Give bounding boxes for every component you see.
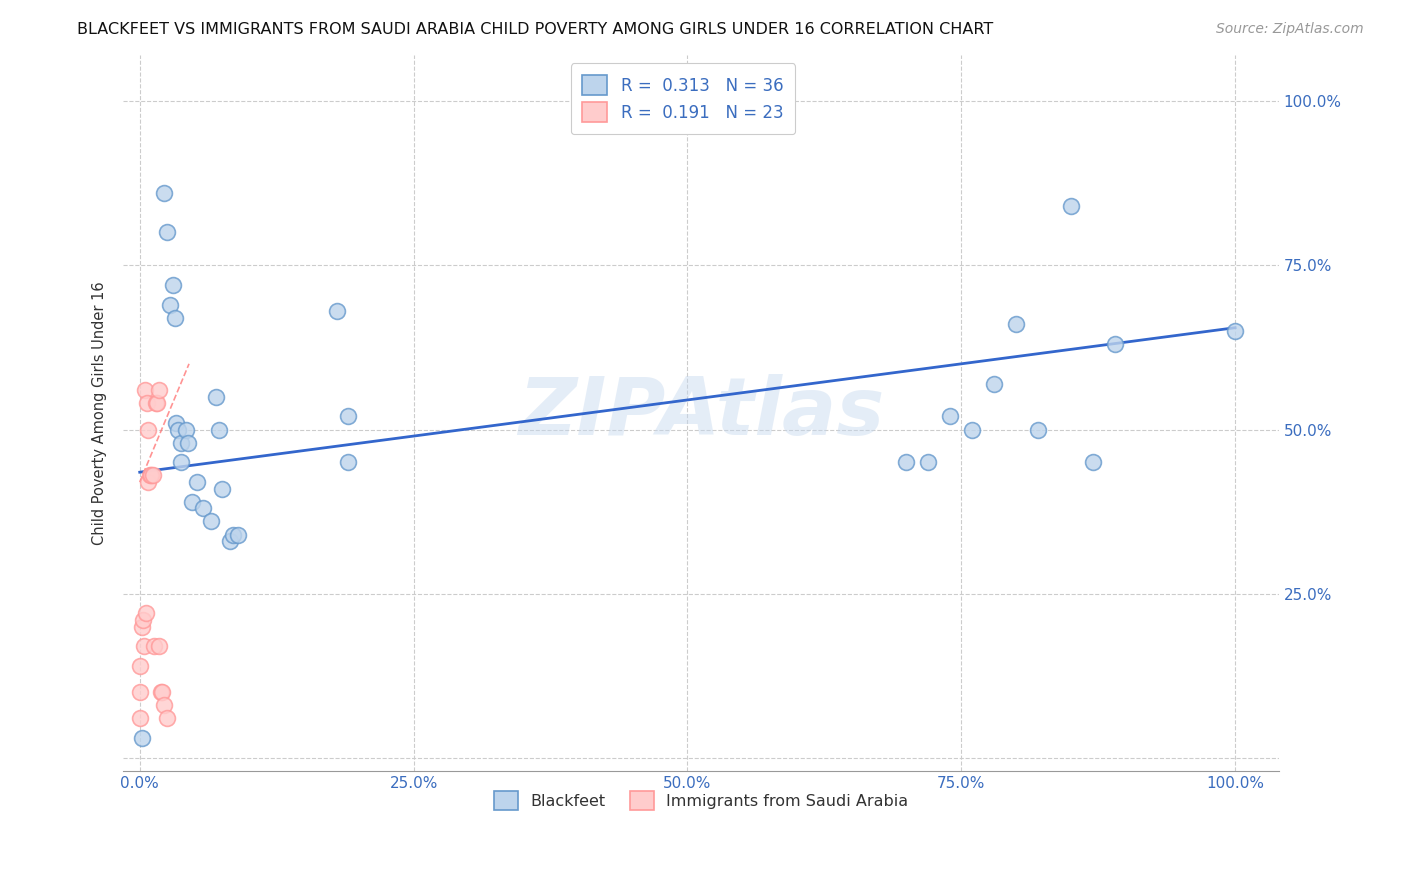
Point — [917, 455, 939, 469]
Point — [156, 711, 179, 725]
Point — [211, 482, 233, 496]
Text: Source: ZipAtlas.com: Source: ZipAtlas.com — [1216, 22, 1364, 37]
Point — [128, 711, 150, 725]
Point — [143, 639, 166, 653]
Point — [163, 310, 186, 325]
Point — [174, 423, 197, 437]
Point — [165, 416, 187, 430]
Point — [896, 455, 918, 469]
Point — [205, 390, 228, 404]
Point — [1223, 324, 1246, 338]
Point — [156, 226, 179, 240]
Point — [148, 639, 170, 653]
Point — [132, 639, 155, 653]
Point — [150, 685, 173, 699]
Point — [222, 527, 245, 541]
Point — [207, 423, 229, 437]
Point — [131, 731, 153, 746]
Point — [167, 423, 190, 437]
Point — [186, 475, 208, 489]
Point — [138, 423, 160, 437]
Point — [170, 435, 193, 450]
Point — [1081, 455, 1104, 469]
Point — [336, 455, 359, 469]
Point — [228, 527, 250, 541]
Point — [326, 304, 349, 318]
Point — [132, 613, 155, 627]
Point — [142, 468, 165, 483]
Point — [983, 376, 1005, 391]
Point — [159, 298, 181, 312]
Y-axis label: Child Poverty Among Girls Under 16: Child Poverty Among Girls Under 16 — [93, 281, 107, 545]
Point — [146, 396, 169, 410]
Point — [336, 409, 359, 424]
Point — [145, 396, 167, 410]
Point — [162, 278, 184, 293]
Text: ZIPAtlas: ZIPAtlas — [517, 374, 884, 452]
Point — [1005, 318, 1028, 332]
Point — [960, 423, 983, 437]
Point — [148, 383, 170, 397]
Point — [939, 409, 962, 424]
Point — [138, 475, 160, 489]
Point — [134, 383, 156, 397]
Point — [1104, 337, 1126, 351]
Point — [149, 685, 172, 699]
Point — [128, 685, 150, 699]
Point — [135, 607, 157, 621]
Point — [138, 468, 160, 483]
Point — [177, 435, 200, 450]
Legend: Blackfeet, Immigrants from Saudi Arabia: Blackfeet, Immigrants from Saudi Arabia — [488, 784, 915, 817]
Point — [200, 515, 222, 529]
Point — [181, 495, 204, 509]
Point — [131, 619, 153, 633]
Point — [218, 534, 240, 549]
Point — [136, 396, 159, 410]
Point — [128, 659, 150, 673]
Point — [153, 698, 176, 713]
Point — [1026, 423, 1049, 437]
Point — [170, 455, 193, 469]
Point — [1060, 199, 1083, 213]
Point — [153, 186, 176, 200]
Text: BLACKFEET VS IMMIGRANTS FROM SAUDI ARABIA CHILD POVERTY AMONG GIRLS UNDER 16 COR: BLACKFEET VS IMMIGRANTS FROM SAUDI ARABI… — [77, 22, 994, 37]
Point — [139, 468, 162, 483]
Point — [193, 501, 215, 516]
